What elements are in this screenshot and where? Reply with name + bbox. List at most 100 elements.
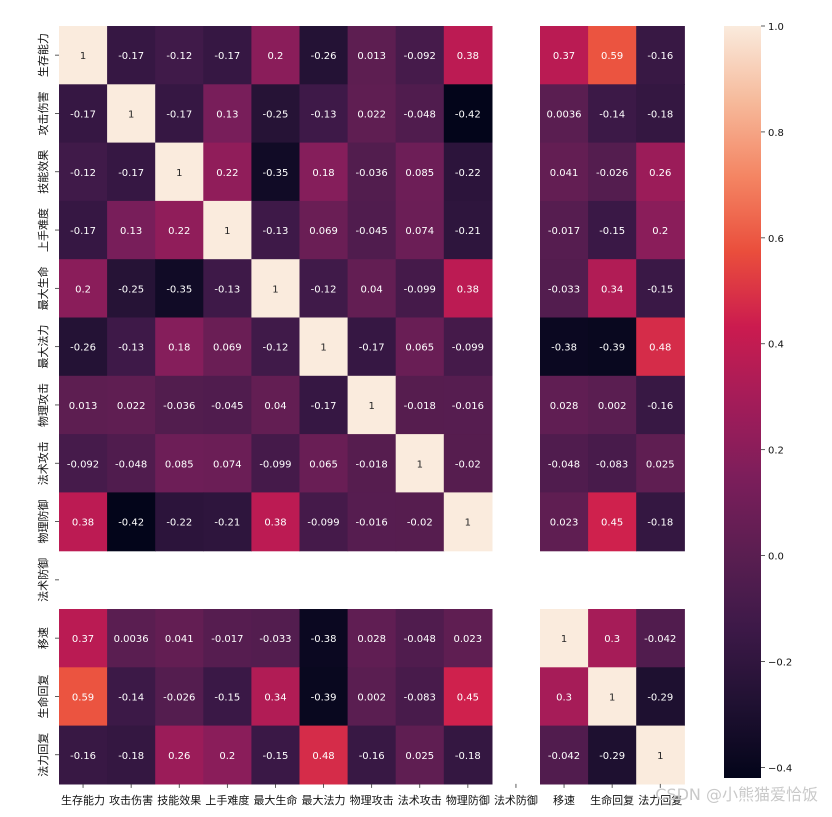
cell-value-label: -0.026 xyxy=(163,692,195,703)
cell-value-label: -0.13 xyxy=(214,284,240,295)
cell-value-label: 0.59 xyxy=(601,51,623,62)
heatmap-cell xyxy=(347,259,397,319)
heatmap-cell xyxy=(395,667,445,727)
cell-value-label: -0.033 xyxy=(548,284,580,295)
cell-value-label: 0.45 xyxy=(601,518,623,529)
cell-value-label: 0.37 xyxy=(72,634,94,645)
heatmap-cell xyxy=(299,200,349,260)
x-tick-label: 技能效果 xyxy=(157,793,201,807)
heatmap-cell xyxy=(540,317,589,377)
heatmap-cell xyxy=(443,725,493,785)
heatmap-cell xyxy=(588,667,637,727)
heatmap-cell xyxy=(155,142,204,202)
cell-value-label: 1 xyxy=(368,401,374,412)
cell-value-label: -0.12 xyxy=(166,51,192,62)
heatmap-cell xyxy=(59,375,108,435)
cell-value-label: 0.13 xyxy=(120,226,142,237)
heatmap-cell xyxy=(636,200,685,260)
cell-value-label: -0.15 xyxy=(599,226,625,237)
cell-value-label: 0.069 xyxy=(213,343,242,354)
heatmap-cell xyxy=(203,84,252,144)
cell-value-label: -0.016 xyxy=(452,401,484,412)
heatmap-cell xyxy=(540,667,589,727)
heatmap-cell xyxy=(59,84,108,144)
heatmap-cell xyxy=(443,26,493,85)
cell-value-label: -0.02 xyxy=(407,518,433,529)
heatmap-cell xyxy=(155,26,204,85)
heatmap-cell xyxy=(203,259,252,319)
heatmap-cell xyxy=(155,84,204,144)
heatmap-cell xyxy=(395,609,445,668)
cell-value-label: 0.59 xyxy=(72,692,94,703)
heatmap-cell xyxy=(107,667,156,727)
cell-value-label: -0.21 xyxy=(214,518,240,529)
colorbar-tick-label: 0.8 xyxy=(768,128,784,139)
heatmap-cell xyxy=(155,434,204,493)
cell-value-label: -0.033 xyxy=(259,634,291,645)
cell-value-label: -0.16 xyxy=(647,401,673,412)
cell-value-label: 0.085 xyxy=(405,168,434,179)
heatmap-cell xyxy=(59,667,108,727)
cell-value-label: 1 xyxy=(465,518,471,529)
cell-value-label: -0.29 xyxy=(599,751,625,762)
heatmap-cell xyxy=(107,434,156,493)
heatmap-cell xyxy=(347,434,397,493)
cell-value-label: -0.048 xyxy=(548,459,580,470)
heatmap-cell xyxy=(347,84,397,144)
heatmap-cell xyxy=(299,609,349,668)
heatmap-cell xyxy=(251,84,301,144)
y-tick-label: 物理防御 xyxy=(36,500,50,544)
cell-value-label: 0.002 xyxy=(598,401,627,412)
cell-value-label: 0.22 xyxy=(216,168,238,179)
heatmap-cell xyxy=(588,200,637,260)
cell-value-label: -0.17 xyxy=(118,51,144,62)
colorbar xyxy=(724,26,761,778)
cell-value-label: 0.26 xyxy=(649,168,671,179)
cell-value-label: -0.12 xyxy=(70,168,96,179)
cell-value-label: -0.18 xyxy=(647,518,673,529)
cell-value-label: -0.12 xyxy=(311,284,337,295)
y-tick-label: 移速 xyxy=(37,627,50,649)
cell-value-label: 0.065 xyxy=(309,459,338,470)
cell-value-label: -0.017 xyxy=(211,634,243,645)
cell-value-label: 0.22 xyxy=(168,226,190,237)
heatmap-cell xyxy=(540,259,589,319)
y-tick-label: 最大生命 xyxy=(36,266,50,310)
cell-value-label: 0.028 xyxy=(357,634,386,645)
cell-value-label: -0.39 xyxy=(599,343,625,354)
heatmap-cell xyxy=(251,609,301,668)
cell-value-label: -0.17 xyxy=(118,168,144,179)
heatmap-cell xyxy=(588,84,637,144)
heatmap-cell xyxy=(251,434,301,493)
heatmap-cell xyxy=(443,492,493,552)
cell-value-label: -0.15 xyxy=(647,284,673,295)
colorbar-tick-label: 0.0 xyxy=(768,552,784,563)
heatmap-cell xyxy=(299,142,349,202)
heatmap-cell xyxy=(588,142,637,202)
x-tick-label: 法力回复 xyxy=(638,793,682,807)
y-tick-label: 攻击伤害 xyxy=(36,91,50,135)
cell-value-label: -0.099 xyxy=(307,518,339,529)
heatmap-cell xyxy=(107,725,156,785)
cell-value-label: 1 xyxy=(417,459,423,470)
x-tick-label: 法术攻击 xyxy=(398,793,442,807)
heatmap-cell xyxy=(107,317,156,377)
heatmap-cell xyxy=(203,492,252,552)
cell-value-label: 0.48 xyxy=(649,343,671,354)
heatmap-cell xyxy=(299,667,349,727)
heatmap-cell xyxy=(59,259,108,319)
heatmap-cell xyxy=(59,725,108,785)
cell-value-label: -0.13 xyxy=(311,109,337,120)
cell-value-label: -0.13 xyxy=(118,343,144,354)
heatmap-cell xyxy=(203,375,252,435)
heatmap-cell xyxy=(251,142,301,202)
cell-value-label: -0.18 xyxy=(118,751,144,762)
heatmap-cell xyxy=(540,142,589,202)
cell-value-label: -0.026 xyxy=(596,168,628,179)
heatmap-cell xyxy=(588,492,637,552)
y-tick-label: 法术防御 xyxy=(36,558,50,602)
heatmap-cell xyxy=(347,725,397,785)
heatmap-cell xyxy=(636,609,685,668)
cell-value-label: -0.14 xyxy=(599,109,625,120)
heatmap-cell xyxy=(155,609,204,668)
